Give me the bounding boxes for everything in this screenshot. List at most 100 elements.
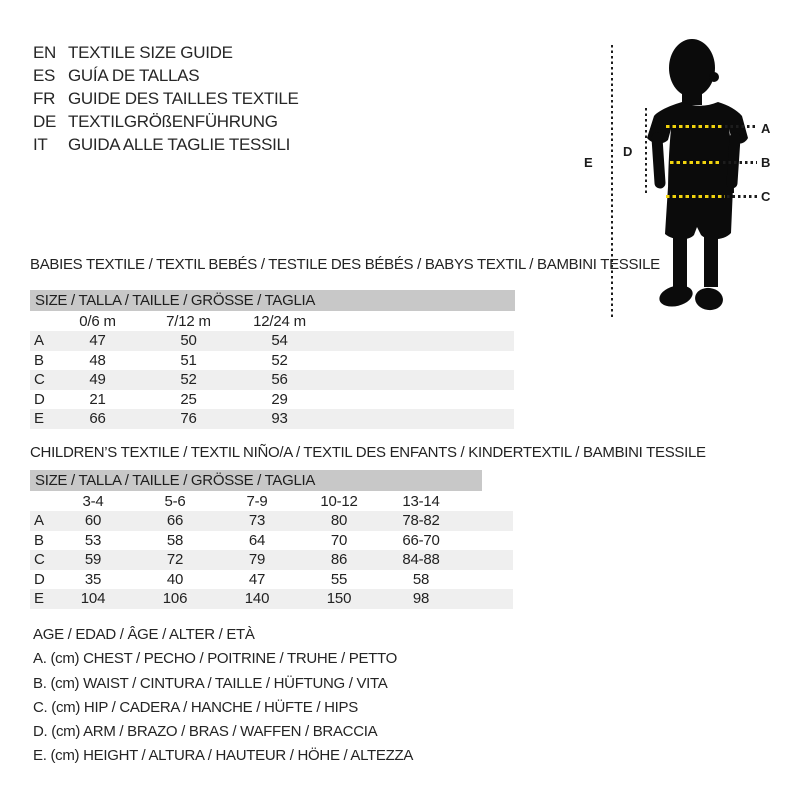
size-cell: 76 bbox=[180, 410, 197, 428]
size-cell: 73 bbox=[248, 512, 266, 530]
child-silhouette bbox=[647, 39, 748, 311]
size-cell: 58 bbox=[412, 570, 430, 588]
size-cell: 56 bbox=[271, 371, 288, 389]
table-row: B 48 51 52 bbox=[30, 351, 514, 371]
size-cell: 35 bbox=[84, 570, 102, 588]
arm-measure-line-d bbox=[645, 108, 647, 193]
column-header: 10-12 bbox=[320, 492, 358, 510]
size-cell: 52 bbox=[271, 351, 288, 369]
size-cell: 47 bbox=[248, 570, 266, 588]
language-row: DE TEXTILGRÖßENFÜHRUNG bbox=[33, 111, 299, 134]
size-cell: 64 bbox=[248, 531, 266, 549]
size-cell: 21 bbox=[89, 390, 106, 408]
size-cell: 29 bbox=[271, 390, 288, 408]
language-row: EN TEXTILE SIZE GUIDE bbox=[33, 41, 299, 64]
size-cell: 55 bbox=[330, 570, 348, 588]
guide-title: TEXTILE SIZE GUIDE bbox=[68, 42, 233, 62]
size-cell: 59 bbox=[84, 551, 102, 569]
size-cell: 25 bbox=[180, 390, 197, 408]
table-header-row: 3-4 5-6 7-9 10-12 13-14 bbox=[30, 491, 513, 511]
size-cell: 66 bbox=[166, 512, 184, 530]
legend-hip: C. (cm) HIP / CADERA / HANCHE / HÜFTE / … bbox=[33, 698, 358, 716]
measure-label-d: D bbox=[623, 144, 633, 159]
row-label: B bbox=[34, 531, 44, 549]
column-header: 3-4 bbox=[82, 492, 104, 510]
legend-chest: A. (cm) CHEST / PECHO / POITRINE / TRUHE… bbox=[33, 650, 397, 668]
table-header-row: 0/6 m 7/12 m 12/24 m bbox=[30, 311, 514, 331]
table-row: B 53 58 64 70 66-70 bbox=[30, 531, 513, 551]
language-row: IT GUIDA ALLE TAGLIE TESSILI bbox=[33, 134, 299, 157]
language-code: EN bbox=[33, 42, 57, 62]
size-cell: 106 bbox=[162, 590, 188, 608]
size-cell: 51 bbox=[180, 351, 197, 369]
height-measure-line-e bbox=[611, 45, 613, 317]
table-row: A 60 66 73 80 78-82 bbox=[30, 511, 513, 531]
measure-label-c: C bbox=[761, 189, 771, 204]
column-header: 5-6 bbox=[164, 492, 186, 510]
waist-dot-line-b bbox=[723, 161, 757, 164]
guide-title: GUIDA ALLE TAGLIE TESSILI bbox=[68, 135, 291, 155]
language-row: ES GUÍA DE TALLAS bbox=[33, 64, 299, 87]
size-header-bar: SIZE / TALLA / TAILLE / GRÖSSE / TAGLIA bbox=[30, 470, 482, 491]
row-label: E bbox=[34, 590, 44, 608]
size-cell: 53 bbox=[84, 531, 102, 549]
size-cell: 79 bbox=[248, 551, 266, 569]
measure-label-a: A bbox=[761, 121, 771, 136]
table-row: D 21 25 29 bbox=[30, 390, 514, 410]
row-label: A bbox=[34, 332, 44, 350]
row-label: A bbox=[34, 512, 44, 530]
measure-label-b: B bbox=[761, 155, 771, 170]
chest-dot-line-a bbox=[725, 125, 757, 128]
measurement-legend: AGE / EDAD / ÂGE / ALTER / ETÀ A. (cm) C… bbox=[33, 623, 413, 769]
size-cell: 78-82 bbox=[402, 512, 440, 530]
size-header-bar: SIZE / TALLA / TAILLE / GRÖSSE / TAGLIA bbox=[30, 290, 515, 311]
size-cell: 86 bbox=[330, 551, 348, 569]
language-code: ES bbox=[33, 65, 56, 85]
size-cell: 50 bbox=[180, 332, 197, 350]
table-row: D 35 40 47 55 58 bbox=[30, 570, 513, 590]
column-header: 0/6 m bbox=[79, 312, 116, 330]
legend-waist: B. (cm) WAIST / CINTURA / TAILLE / HÜFTU… bbox=[33, 674, 388, 692]
measurement-diagram: A B C D E bbox=[580, 30, 800, 330]
column-header: 7-9 bbox=[246, 492, 268, 510]
table-row: E 104 106 140 150 98 bbox=[30, 589, 513, 609]
language-code: DE bbox=[33, 112, 57, 132]
language-code: FR bbox=[33, 88, 56, 108]
language-row: FR GUIDE DES TAILLES TEXTILE bbox=[33, 87, 299, 110]
row-label: B bbox=[34, 351, 44, 369]
size-cell: 140 bbox=[244, 590, 270, 608]
column-header: 13-14 bbox=[402, 492, 440, 510]
waist-dash-line-b bbox=[670, 161, 721, 164]
chest-dash-line-a bbox=[666, 125, 723, 128]
children-size-table: CHILDREN’S TEXTILE / TEXTIL NIÑO/A / TEX… bbox=[30, 444, 706, 614]
legend-arm: D. (cm) ARM / BRAZO / BRAS / WAFFEN / BR… bbox=[33, 723, 378, 741]
size-cell: 84-88 bbox=[402, 551, 440, 569]
size-cell: 54 bbox=[271, 332, 288, 350]
column-header: 12/24 m bbox=[253, 312, 306, 330]
children-section-title: CHILDREN’S TEXTILE / TEXTIL NIÑO/A / TEX… bbox=[30, 444, 706, 461]
table-row: E 66 76 93 bbox=[30, 409, 514, 429]
size-cell: 80 bbox=[330, 512, 348, 530]
table-row: C 59 72 79 86 84-88 bbox=[30, 550, 513, 570]
size-cell: 93 bbox=[271, 410, 288, 428]
babies-size-table: BABIES TEXTILE / TEXTIL BEBÉS / TESTILE … bbox=[30, 256, 660, 436]
column-header: 7/12 m bbox=[166, 312, 211, 330]
language-code: IT bbox=[33, 135, 48, 155]
table-row: C 49 52 56 bbox=[30, 370, 514, 390]
size-cell: 66-70 bbox=[402, 531, 440, 549]
size-cell: 66 bbox=[89, 410, 106, 428]
guide-title: TEXTILGRÖßENFÜHRUNG bbox=[68, 112, 278, 132]
babies-section-title: BABIES TEXTILE / TEXTIL BEBÉS / TESTILE … bbox=[30, 256, 660, 273]
size-cell: 72 bbox=[166, 551, 184, 569]
hip-dash-line-c bbox=[666, 195, 725, 198]
size-cell: 150 bbox=[326, 590, 352, 608]
size-cell: 49 bbox=[89, 371, 106, 389]
size-cell: 58 bbox=[166, 531, 184, 549]
guide-title: GUÍA DE TALLAS bbox=[68, 65, 200, 85]
row-label: D bbox=[34, 570, 45, 588]
size-cell: 40 bbox=[166, 570, 184, 588]
row-label: C bbox=[34, 371, 45, 389]
size-cell: 98 bbox=[412, 590, 430, 608]
row-label: C bbox=[34, 551, 45, 569]
